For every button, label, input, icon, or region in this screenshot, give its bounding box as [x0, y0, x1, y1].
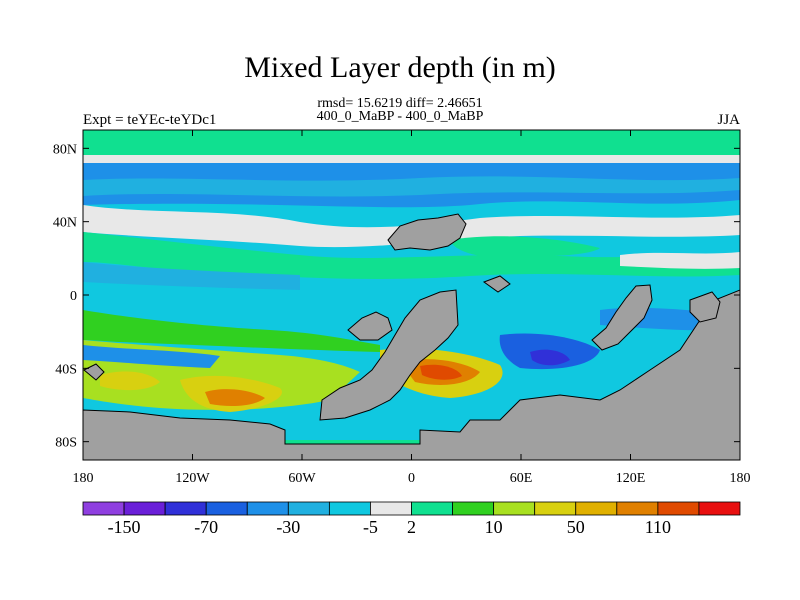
colorbar-label: -5 — [363, 517, 378, 537]
y-tick-label: 40N — [53, 216, 77, 231]
colorbar-swatch — [493, 501, 536, 516]
x-tick-label: 0 — [408, 471, 415, 486]
colorbar-label: 110 — [645, 517, 671, 537]
colorbar-swatch — [328, 501, 371, 516]
colorbar: -150 -70 -30 -5 2 10 50 110 — [82, 501, 741, 537]
colorbar-label: -150 — [108, 517, 141, 537]
colorbar-swatch — [452, 501, 495, 516]
y-tick-label: 40S — [55, 362, 77, 377]
x-tick-label: 60W — [288, 471, 316, 486]
colorbar-swatch — [575, 501, 618, 516]
colorbar-swatch — [205, 501, 248, 516]
colorbar-swatch — [164, 501, 207, 516]
colorbar-swatch — [82, 501, 125, 516]
colorbar-swatch — [246, 501, 289, 516]
x-axis: 180 120W 60W 0 60E 120E 180 — [73, 130, 751, 486]
land-mask — [83, 213, 740, 460]
stats-label: rmsd= 15.6219 diff= 2.46651 — [317, 96, 483, 111]
colorbar-label: 10 — [485, 517, 503, 537]
colorbar-label: -30 — [276, 517, 300, 537]
colorbar-swatch — [616, 501, 659, 516]
x-tick-label: 120E — [616, 471, 646, 486]
chart-title: Mixed Layer depth (in m) — [244, 51, 556, 84]
colorbar-swatch — [698, 501, 741, 516]
colorbar-swatch — [657, 501, 700, 516]
colorbar-swatch — [411, 501, 453, 516]
chart-subtitle: 400_0_MaBP - 400_0_MaBP — [316, 109, 484, 124]
x-tick-label: 180 — [73, 471, 94, 486]
colorbar-swatch — [370, 501, 412, 516]
colorbar-label: -70 — [194, 517, 218, 537]
y-tick-label: 80S — [55, 436, 77, 451]
x-tick-label: 120W — [175, 471, 210, 486]
colorbar-label: 2 — [407, 517, 416, 537]
y-tick-label: 80N — [53, 142, 77, 157]
x-tick-label: 180 — [730, 471, 751, 486]
colorbar-swatch — [123, 501, 166, 516]
heatmap-field — [83, 130, 740, 460]
colorbar-swatch — [534, 501, 577, 516]
colorbar-swatch — [287, 501, 330, 516]
y-tick-label: 0 — [70, 289, 77, 304]
y-axis: 80N 40N 0 40S 80S — [53, 142, 740, 451]
colorbar-label: 50 — [567, 517, 585, 537]
experiment-label: Expt = teYEc-teYDc1 — [83, 112, 217, 128]
x-tick-label: 60E — [510, 471, 533, 486]
season-label: JJA — [717, 112, 740, 128]
